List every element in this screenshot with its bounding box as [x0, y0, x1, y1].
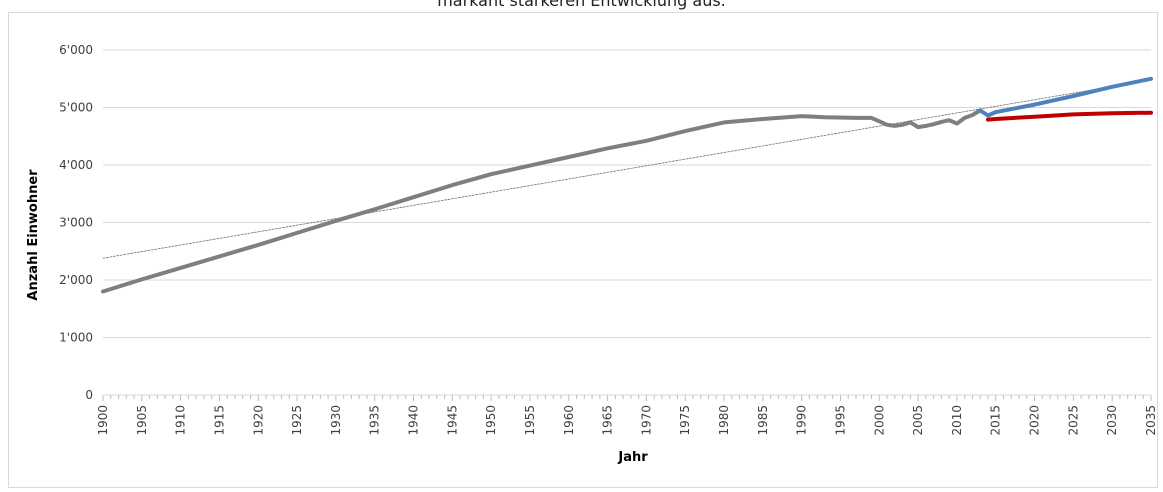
x-tick-label: 2020	[1028, 405, 1042, 436]
x-tick-label: 1965	[601, 405, 615, 436]
x-tick-label: 1945	[445, 405, 459, 436]
x-tick-label: 1920	[251, 405, 265, 436]
x-tick-label: 2030	[1105, 405, 1119, 436]
x-tick-label: 1960	[562, 405, 576, 436]
series-lines	[101, 76, 1153, 294]
x-tick-label: 1910	[174, 405, 188, 436]
trend-line	[102, 79, 1152, 259]
grid-lines	[103, 49, 1151, 338]
y-tick-label: 6'000	[59, 43, 93, 57]
chart-frame: 0 1'000 2'000 3'000 4'000 5'000 6'000 1900 1905 1…	[8, 12, 1158, 488]
x-tick-label: 1930	[329, 405, 343, 436]
x-tick-label: 1900	[96, 405, 110, 436]
x-tick-label: 1950	[484, 405, 498, 436]
axes: 0 1'000 2'000 3'000 4'000 5'000 6'000 1900 1905 1…	[59, 43, 1158, 436]
scenario-high-series-line	[978, 76, 1153, 118]
x-tick-label: 2035	[1144, 405, 1158, 436]
y-tick-label: 4'000	[59, 158, 93, 172]
x-tick-label: 1970	[639, 405, 653, 436]
y-tick-label: 5'000	[59, 101, 93, 115]
x-tick-label: 1935	[368, 405, 382, 436]
x-tick-label: 1915	[212, 405, 226, 436]
x-tick-label: 2000	[872, 405, 886, 436]
historical-series-line	[101, 108, 983, 294]
x-tick-label: 1985	[756, 405, 770, 436]
x-tick-label: 2010	[950, 405, 964, 436]
y-tick-label: 2'000	[59, 273, 93, 287]
x-tick-label: 1980	[717, 405, 731, 436]
x-tick-label: 1940	[407, 405, 421, 436]
x-tick-label: 1975	[678, 405, 692, 436]
y-tick-label: 1'000	[59, 331, 93, 345]
x-tick-label: 2005	[911, 405, 925, 436]
x-axis-title: Jahr	[617, 450, 648, 465]
scenario-low-series-line	[986, 110, 1153, 122]
y-axis-title: Anzahl Einwohner	[26, 169, 41, 301]
x-tick-label: 1955	[523, 405, 537, 436]
y-tick-label: 0	[85, 388, 93, 402]
chart-caption: markant stärkeren Entwicklung aus.	[437, 0, 726, 10]
population-line-chart: 0 1'000 2'000 3'000 4'000 5'000 6'000 1900 1905 1…	[26, 43, 1158, 465]
x-tick-label: 2025	[1066, 405, 1080, 436]
x-tick-label: 1925	[290, 405, 304, 436]
y-tick-label: 3'000	[59, 216, 93, 230]
axis-labels: Anzahl Einwohner Jahr	[26, 169, 648, 465]
x-tick-label: 1905	[135, 405, 149, 436]
x-tick-label: 1995	[833, 405, 847, 436]
x-tick-label: 2015	[989, 405, 1003, 436]
x-tick-label: 1990	[795, 405, 809, 436]
